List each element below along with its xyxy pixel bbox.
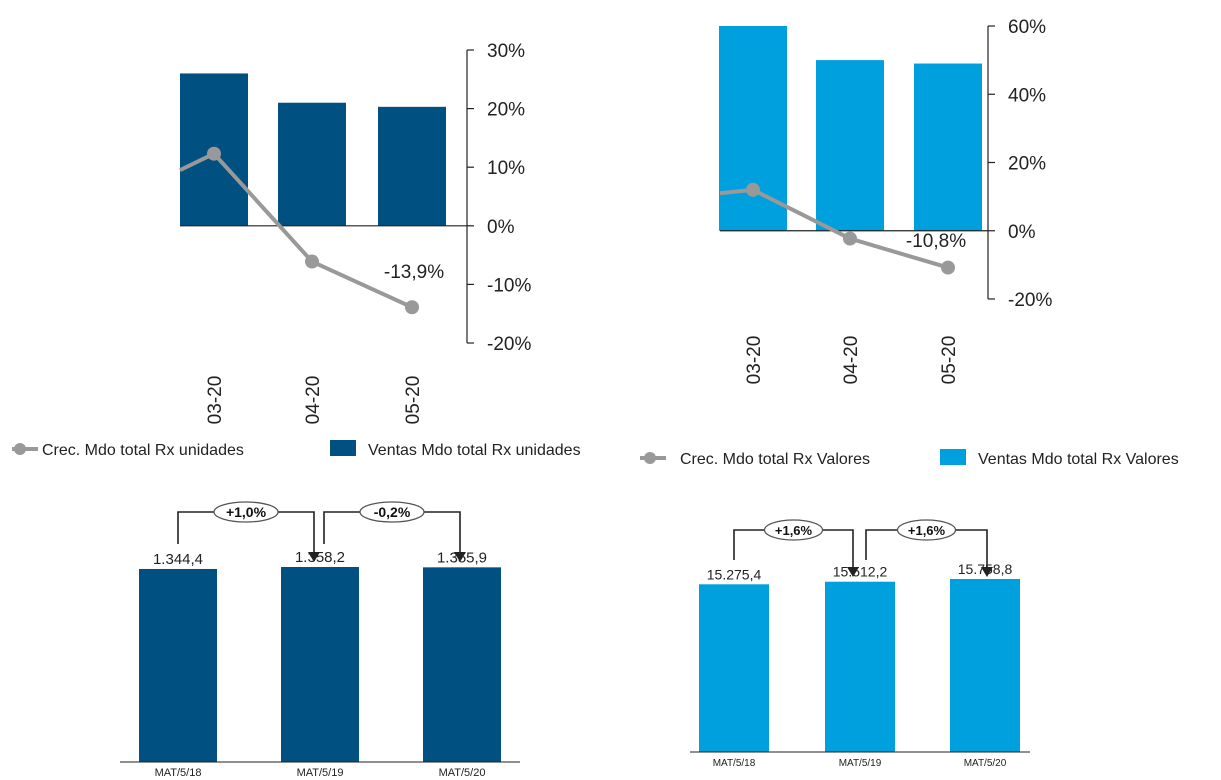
growth-data-label: -10,8% xyxy=(906,231,966,252)
bar-MAT/5/18 xyxy=(699,584,769,752)
growth-callout-label: +1,0% xyxy=(226,504,267,520)
legend-line-label: Crec. Mdo total Rx unidades xyxy=(42,442,244,459)
x-category-label: MAT/5/20 xyxy=(439,767,486,779)
growth-line xyxy=(719,187,949,270)
y-tick-label: -20% xyxy=(487,334,531,355)
growth-callout-label: +1,6% xyxy=(908,523,946,538)
y-tick-label: 20% xyxy=(1008,154,1046,175)
x-category-label: MAT/5/18 xyxy=(713,758,756,769)
legend-bar-swatch xyxy=(330,440,356,456)
bar-05-20 xyxy=(914,63,982,231)
bar-MAT/5/19 xyxy=(281,567,359,762)
x-category-label: MAT/5/19 xyxy=(839,758,882,769)
x-category-label: MAT/5/19 xyxy=(297,767,344,779)
legend-bar-swatch xyxy=(940,449,966,465)
bar-04-20 xyxy=(278,102,346,226)
x-category-label: 05-20 xyxy=(939,336,960,385)
growth-point-04-20 xyxy=(843,231,857,246)
growth-data-label: -13,9% xyxy=(384,262,444,283)
growth-arrowhead xyxy=(454,552,466,562)
x-category-label: MAT/5/18 xyxy=(155,767,202,779)
mat-bar-chart-1: 1.344,4MAT/5/181.358,2MAT/5/191.355,9MAT… xyxy=(120,501,520,779)
bar-MAT/5/18 xyxy=(139,568,217,762)
x-category-label: 05-20 xyxy=(403,376,424,425)
combo-chart-2: 60% 40% 20% 0% -20% -10,8% 03-20 04-20 05-20 Crec… xyxy=(640,17,1179,468)
y-tick-label: 20% xyxy=(487,100,525,121)
x-category-label: 04-20 xyxy=(841,336,862,385)
growth-callout xyxy=(213,501,279,523)
growth-callout xyxy=(896,519,957,541)
growth-callout-label: +1,6% xyxy=(775,523,813,538)
growth-point-05-20 xyxy=(405,300,419,315)
growth-callout-label: -0,2% xyxy=(374,504,411,520)
y-tick-label: -10% xyxy=(487,275,531,296)
bar-04-20 xyxy=(816,60,884,231)
x-category-label: 03-20 xyxy=(205,376,226,425)
growth-arrowhead xyxy=(847,567,859,577)
x-category-label: MAT/5/20 xyxy=(964,758,1007,769)
y-tick-label: 60% xyxy=(1008,17,1046,38)
y-tick-label: 30% xyxy=(487,41,525,62)
bar-05-20 xyxy=(378,106,446,226)
bar-MAT/5/20 xyxy=(423,567,501,762)
growth-point-04-20 xyxy=(305,254,319,269)
growth-arrowhead xyxy=(308,552,320,562)
bar-value-label: 15.275,4 xyxy=(707,566,762,582)
growth-arrowhead xyxy=(981,567,993,577)
y-tick-label: 0% xyxy=(487,217,515,238)
growth-callout xyxy=(763,519,824,541)
mat-bar-chart-2: 15.275,4MAT/5/1815.512,2MAT/5/1915.758,8… xyxy=(690,519,1030,769)
x-category-label: 03-20 xyxy=(744,336,765,385)
bar-MAT/5/19 xyxy=(825,581,895,752)
legend-line-label: Crec. Mdo total Rx Valores xyxy=(680,451,870,468)
combo-chart-1: 30% 20% 10% 0% -10% -20% -13,9% 03-20 04-20 05-20… xyxy=(12,41,581,459)
y-tick-label: -20% xyxy=(1008,290,1052,311)
growth-point-03-20 xyxy=(207,146,221,161)
y-tick-label: 40% xyxy=(1008,85,1046,106)
bar-value-label: 15.512,2 xyxy=(833,564,888,580)
legend-line-marker xyxy=(644,452,656,464)
bar-value-label: 1.344,4 xyxy=(153,551,203,568)
growth-point-03-20 xyxy=(746,182,760,197)
growth-line xyxy=(179,151,413,310)
x-category-label: 04-20 xyxy=(303,376,324,425)
bar-MAT/5/20 xyxy=(950,579,1020,752)
legend-bar-label: Ventas Mdo total Rx unidades xyxy=(368,442,581,459)
y-tick-label: 0% xyxy=(1008,222,1036,243)
legend-bar-label: Ventas Mdo total Rx Valores xyxy=(978,451,1179,468)
growth-point-05-20 xyxy=(941,260,955,275)
y-tick-label: 10% xyxy=(487,158,525,179)
legend-line-marker xyxy=(14,443,26,455)
bar-value-label: 1.358,2 xyxy=(295,549,345,566)
growth-callout xyxy=(359,501,425,523)
